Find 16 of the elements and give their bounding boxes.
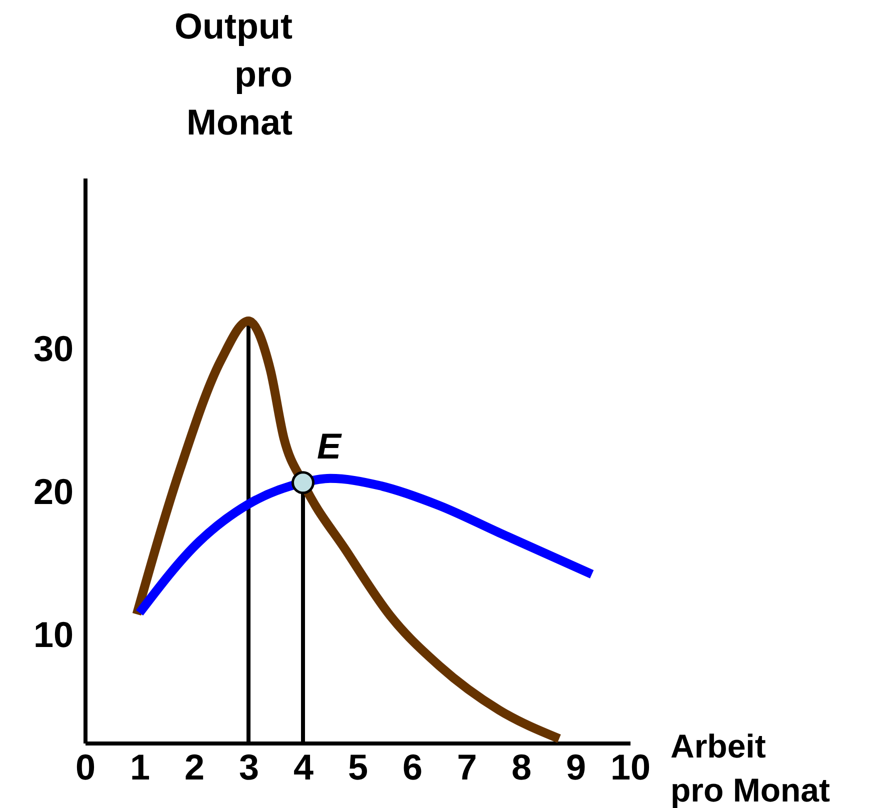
x-tick-label: 7 [456,746,478,788]
x-tick-label: 9 [566,746,586,788]
y-tick-label: 30 [33,328,74,370]
x-tick-label: 8 [511,746,532,788]
x-tick-label: 2 [184,746,205,788]
y-tick-label: 20 [33,471,74,512]
x-tick-label: 5 [348,746,368,788]
annotation: E [317,426,342,467]
x-tick-label: 10 [610,746,651,788]
y-axis-title: Output pro Monat [174,6,293,142]
x-tick-label: 4 [293,746,314,788]
x-tick-label: 1 [130,746,150,788]
x-tick-label: 3 [238,746,260,788]
x-tick-label: 6 [402,746,423,788]
x-tick-label: 0 [75,746,96,788]
y-tick-label: 10 [33,614,74,656]
